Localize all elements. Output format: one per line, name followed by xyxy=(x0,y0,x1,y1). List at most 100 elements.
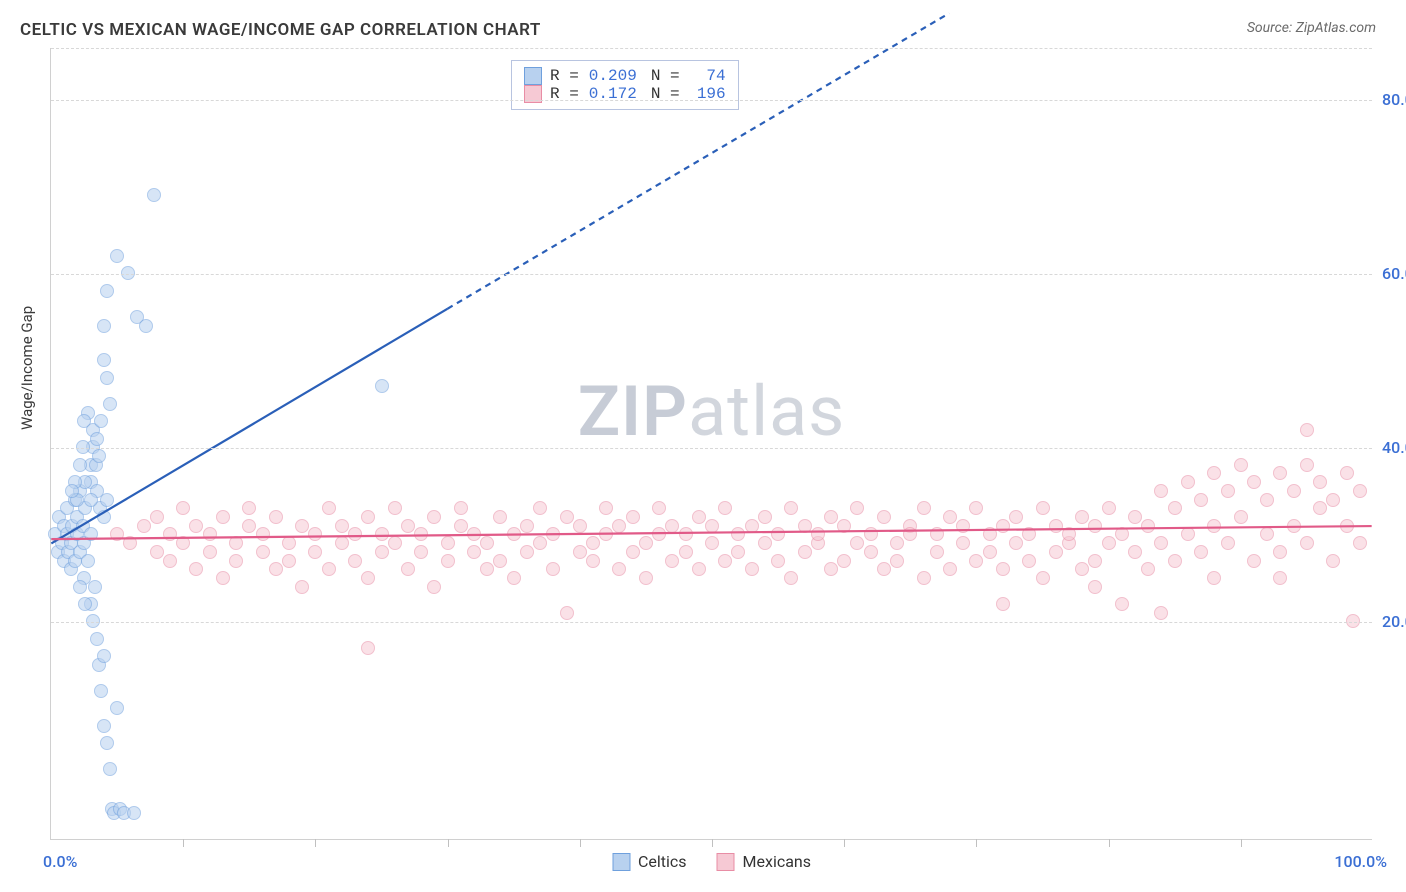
scatter-point xyxy=(189,562,203,576)
scatter-point xyxy=(1340,519,1354,533)
scatter-point xyxy=(546,562,560,576)
legend-row-celtics: R = 0.209 N = 74 xyxy=(524,67,726,85)
scatter-point xyxy=(917,501,931,515)
scatter-point xyxy=(1049,545,1063,559)
legend-n-label: N = xyxy=(651,67,680,85)
scatter-point xyxy=(1194,493,1208,507)
scatter-point xyxy=(1075,562,1089,576)
scatter-point xyxy=(983,527,997,541)
x-tick xyxy=(712,839,713,847)
scatter-point xyxy=(877,562,891,576)
scatter-point xyxy=(88,580,102,594)
scatter-point xyxy=(665,554,679,568)
scatter-point xyxy=(388,536,402,550)
scatter-point xyxy=(956,536,970,550)
scatter-point xyxy=(100,493,114,507)
x-tick xyxy=(183,839,184,847)
scatter-point xyxy=(269,562,283,576)
scatter-point xyxy=(758,510,772,524)
scatter-point xyxy=(1287,519,1301,533)
x-tick xyxy=(580,839,581,847)
scatter-point xyxy=(189,519,203,533)
scatter-point xyxy=(771,554,785,568)
scatter-point xyxy=(1141,519,1155,533)
scatter-point xyxy=(1009,536,1023,550)
legend-series: Celtics Mexicans xyxy=(612,852,811,871)
scatter-point xyxy=(123,536,137,550)
gridline-h xyxy=(51,448,1372,449)
scatter-point xyxy=(203,545,217,559)
scatter-point xyxy=(92,449,106,463)
legend-item-mexicans: Mexicans xyxy=(717,852,811,871)
scatter-point xyxy=(1273,571,1287,585)
scatter-point xyxy=(533,536,547,550)
scatter-point xyxy=(837,519,851,533)
scatter-point xyxy=(110,527,124,541)
gridline-h xyxy=(51,48,1372,49)
legend-r-label: R = xyxy=(550,67,579,85)
scatter-point xyxy=(586,536,600,550)
scatter-point xyxy=(1221,484,1235,498)
x-axis-max-label: 100.0% xyxy=(1334,852,1387,871)
scatter-point xyxy=(1141,562,1155,576)
y-axis-label: Wage/Income Gap xyxy=(18,306,36,430)
scatter-point xyxy=(163,527,177,541)
scatter-point xyxy=(824,562,838,576)
swatch-celtics xyxy=(524,67,542,85)
scatter-point xyxy=(996,562,1010,576)
scatter-point xyxy=(917,571,931,585)
scatter-point xyxy=(375,379,389,393)
scatter-point xyxy=(692,510,706,524)
watermark: ZIPatlas xyxy=(578,371,846,453)
scatter-point xyxy=(203,527,217,541)
scatter-point xyxy=(718,501,732,515)
scatter-point xyxy=(94,414,108,428)
scatter-point xyxy=(652,527,666,541)
scatter-point xyxy=(163,554,177,568)
scatter-point xyxy=(78,597,92,611)
scatter-point xyxy=(573,545,587,559)
scatter-point xyxy=(507,527,521,541)
x-tick xyxy=(1109,839,1110,847)
scatter-point xyxy=(427,510,441,524)
scatter-point xyxy=(560,606,574,620)
scatter-point xyxy=(969,554,983,568)
scatter-point xyxy=(90,432,104,446)
scatter-point xyxy=(1102,501,1116,515)
scatter-point xyxy=(348,554,362,568)
scatter-point xyxy=(1075,510,1089,524)
scatter-point xyxy=(1260,493,1274,507)
scatter-point xyxy=(97,649,111,663)
swatch-celtics xyxy=(612,853,630,871)
scatter-point xyxy=(1207,571,1221,585)
scatter-point xyxy=(150,510,164,524)
scatter-point xyxy=(147,188,161,202)
scatter-point xyxy=(1168,554,1182,568)
scatter-point xyxy=(996,519,1010,533)
gridline-h xyxy=(51,100,1372,101)
scatter-point xyxy=(1313,475,1327,489)
scatter-point xyxy=(1313,501,1327,515)
x-tick xyxy=(976,839,977,847)
scatter-point xyxy=(1022,527,1036,541)
scatter-point xyxy=(1221,536,1235,550)
scatter-point xyxy=(1234,458,1248,472)
scatter-point xyxy=(890,536,904,550)
scatter-point xyxy=(520,519,534,533)
scatter-point xyxy=(401,562,415,576)
scatter-point xyxy=(612,519,626,533)
scatter-point xyxy=(824,510,838,524)
scatter-point xyxy=(1181,527,1195,541)
scatter-point xyxy=(480,536,494,550)
y-tick-label: 20.0% xyxy=(1382,612,1406,631)
scatter-point xyxy=(97,510,111,524)
scatter-point xyxy=(679,545,693,559)
watermark-prefix: ZIP xyxy=(578,371,688,453)
scatter-point xyxy=(100,284,114,298)
scatter-point xyxy=(1102,536,1116,550)
x-tick xyxy=(844,839,845,847)
scatter-point xyxy=(1115,527,1129,541)
scatter-point xyxy=(1154,606,1168,620)
scatter-point xyxy=(229,554,243,568)
scatter-point xyxy=(1062,527,1076,541)
